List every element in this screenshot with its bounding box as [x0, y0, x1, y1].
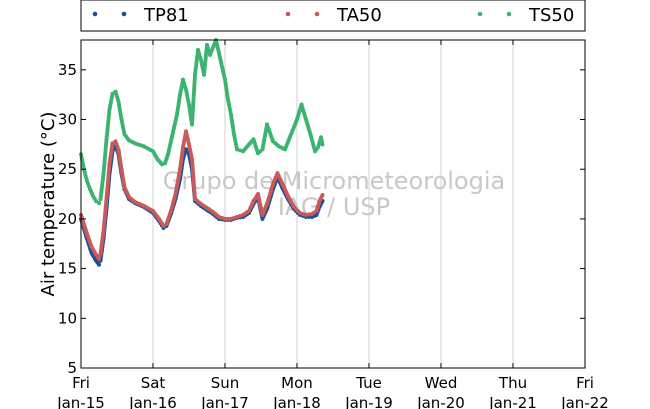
x-tick-day-label: Tue: [355, 374, 382, 392]
data-point: [93, 198, 99, 204]
data-point: [303, 212, 309, 218]
legend-label: TA50: [336, 5, 382, 26]
data-point: [320, 192, 325, 198]
x-tick-day-label: Sun: [211, 374, 240, 392]
x-tick-date-label: Jan-18: [272, 394, 321, 409]
plot-frame: [80, 39, 586, 369]
grid-lines: [152, 40, 514, 368]
data-points: [78, 37, 325, 267]
x-tick-day-label: Thu: [498, 374, 527, 392]
x-tick-date-label: Jan-17: [200, 394, 249, 409]
legend-marker: [314, 11, 320, 17]
y-tick-label: 5: [67, 359, 77, 377]
legend-marker: [506, 11, 512, 17]
x-tick-day-label: Sat: [141, 374, 166, 392]
data-point: [110, 91, 115, 96]
legend-marker: [285, 11, 291, 17]
y-tick-label: 30: [58, 111, 77, 129]
legend-marker: [92, 11, 98, 17]
series-ta50: [78, 129, 325, 261]
y-tick-label: 25: [58, 160, 77, 178]
x-tick-date-label: Jan-20: [416, 394, 465, 409]
x-tick-date-label: Jan-19: [344, 394, 393, 409]
x-tick-day-label: Wed: [425, 374, 458, 392]
watermark-line-1: Grupo de Micrometeorologia: [163, 167, 505, 195]
x-tick-date-label: Jan-22: [560, 394, 609, 409]
x-tick-day-label: Mon: [281, 374, 313, 392]
legend: TP81 TA50 TS50: [80, 0, 586, 32]
data-point: [96, 262, 102, 267]
data-point: [320, 142, 325, 147]
x-tick-date-label: Jan-15: [56, 394, 105, 409]
series-ts50: [78, 37, 325, 206]
y-axis-title: Air temperature (°C): [38, 112, 59, 297]
x-tick-day-label: Fri: [72, 374, 90, 392]
legend-label: TP81: [143, 5, 189, 26]
y-tick-label: 20: [58, 210, 77, 228]
legend-frame: [80, 0, 586, 32]
data-point: [161, 223, 166, 228]
legend-marker: [477, 11, 483, 17]
watermark-line-2: IAG / USP: [278, 193, 390, 221]
data-point: [110, 141, 115, 146]
y-tick-label: 35: [58, 61, 77, 79]
x-tick-date-label: Jan-21: [488, 394, 537, 409]
data-point: [222, 216, 228, 222]
data-point: [96, 200, 102, 206]
x-tick-date-label: Jan-16: [128, 394, 177, 409]
axis-ticks: 5 10 15 20 25 30 35 Fri Jan-15 Sat Jan-16 Sun Jan-17…: [56, 40, 609, 409]
legend-label: TS50: [528, 5, 574, 26]
y-tick-label: 15: [58, 260, 77, 278]
data-point: [226, 216, 230, 221]
y-tick-label: 10: [58, 309, 77, 327]
legend-marker: [121, 11, 127, 17]
x-tick-day-label: Fri: [576, 374, 594, 392]
